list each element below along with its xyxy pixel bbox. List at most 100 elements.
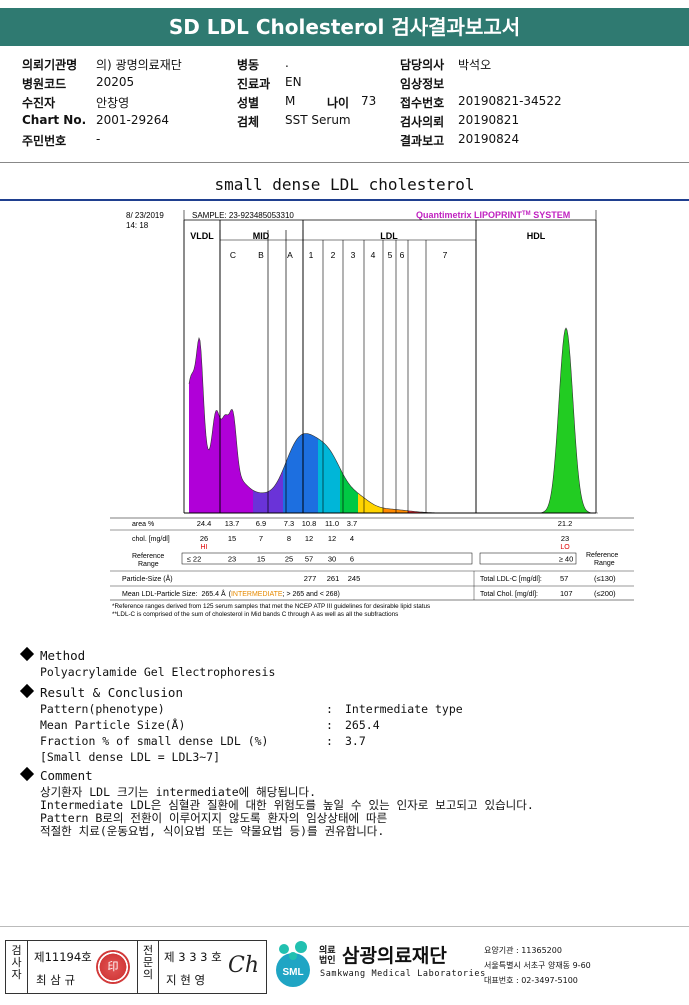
org-address: 서울특별시 서초구 양재동 9-60 [484,961,591,970]
particle-value: 261 [327,574,340,583]
report-title: SD LDL Cholesterol 검사결과보고서 [0,8,689,46]
chart-fraction-area [340,468,358,513]
org-logo-icon: SML [270,940,316,990]
group-label: VLDL [190,231,214,241]
comment-line: Pattern B로의 전환이 이루어지지 않도록 환자의 임상상태에 따른 [40,811,388,825]
chol-value: 12 [328,534,336,543]
group-label: HDL [527,231,546,241]
result-label: Pattern(phenotype) [40,702,165,716]
area-value: 13.7 [225,519,240,528]
tester-label: 검 사 자 [6,941,28,993]
row-label-ref2: Range [138,561,159,568]
result-colon: : [326,702,333,716]
result-note: [Small dense LDL = LDL3~7] [40,750,221,764]
band-label: 4 [371,250,376,260]
chart-fraction-area [283,433,318,513]
band-label: 3 [351,250,356,260]
tester-license: 제11194호 [34,950,92,964]
confirm-license: 제 3 3 3 호 [164,950,222,964]
header-label: 진료과 [237,77,271,91]
ref-value: 30 [328,555,336,564]
total-ldlc-ref: (≤130) [594,574,616,583]
header-value: 20190821-34522 [458,94,562,108]
header-value: 20190821 [458,113,520,127]
comment-line: 상기환자 LDL 크기는 intermediate에 해당됩니다. [40,785,317,799]
header-label: 임상정보 [400,77,445,91]
result-colon: : [326,734,333,748]
comment-line: Intermediate LDL은 심혈관 질환에 대한 위험도를 높일 수 있… [40,798,534,812]
ref-box-left [181,552,473,565]
band-label: 5 [388,250,393,260]
band-label: 7 [443,250,448,260]
bullet-diamond-icon [19,683,35,699]
ref-label-right2: Range [594,560,615,567]
header-label: 수진자 [22,96,56,110]
band-label: C [230,250,236,260]
institution-number: 요양기관 : 11365200 [484,946,562,955]
area-value: 3.7 [347,519,357,528]
org-phone: 대표번호 : 02-3497-5100 [484,976,578,985]
header-value: . [285,56,289,70]
chart-footnote: *Reference ranges derived from 125 serum… [112,603,430,610]
signature-scribble: Ch [228,953,260,978]
bullet-diamond-icon [19,766,35,782]
chol-value: 12 [305,534,313,543]
ref-value: 15 [257,555,265,564]
org-prefix: 의료 법인 [319,946,336,966]
chol-value: 15 [228,534,236,543]
row-label-ref: Reference [132,553,164,560]
particle-value: 277 [304,574,317,583]
chart-fraction-area [383,507,408,513]
header-value: 20205 [96,75,135,89]
header-value-age: 73 [361,94,377,108]
lipoprint-chart: 8/ 23/2019 14: 18 SAMPLE: 23-92348505331… [108,205,634,623]
header-label-age: 나이 [327,96,350,110]
particle-value: 245 [348,574,361,583]
header-label: 병원코드 [22,77,67,91]
area-value: 7.3 [284,519,294,528]
result-value: 3.7 [345,734,366,748]
chol-value: 4 [350,534,354,543]
row-label-area: area % [132,521,154,528]
area-value: 24.4 [197,519,212,528]
result-label: Mean Particle Size(Å) [40,718,186,732]
total-ldlc-value: 57 [560,574,568,583]
band-label: 2 [331,250,336,260]
chart-footnote: **LDL-C is comprised of the sum of chole… [112,611,398,618]
total-chol-value: 107 [560,589,573,598]
group-label: LDL [380,231,398,241]
group-label: MID [253,231,270,241]
ref-value: 23 [228,555,236,564]
total-chol-label: Total Chol. [mg/dl]: [480,591,538,598]
ref-label-right: Reference [586,552,618,559]
chart-fraction-area [538,328,598,513]
header-label: 담당의사 [400,58,445,72]
area-value: 11.0 [325,519,339,528]
header-value: 20190824 [458,132,520,146]
signature-box: 검 사 자 제11194호 최 삼 규 印 전 문 의 제 3 3 3 호 지 … [5,940,267,994]
chart-fraction-area [189,338,253,513]
comment-line: 적절한 치료(운동요법, 식이요법 또는 약물요법 등)를 권유합니다. [40,824,385,838]
flag-lo: LO [560,544,570,551]
total-chol-ref: (≤200) [594,589,616,598]
band-label: B [258,250,264,260]
area-value: 21.2 [558,519,573,528]
section-subtitle: small dense LDL cholesterol [214,175,475,194]
header-label: 검체 [237,115,260,129]
header-value: 박석오 [458,58,492,72]
header-label: 주민번호 [22,134,67,148]
method-heading: Method [19,646,85,663]
confirm-name: 지 현 영 [166,973,206,987]
header-value: EN [285,75,302,89]
header-label: 검사의뢰 [400,115,445,129]
result-heading: Result & Conclusion [19,683,183,700]
chol-value: 8 [287,534,291,543]
header-value: SST Serum [285,113,351,127]
band-label: 6 [400,250,405,260]
header-label: 접수번호 [400,96,445,110]
result-label: Fraction % of small dense LDL (%) [40,734,269,748]
area-value: 10.8 [302,519,317,528]
header-label: 결과보고 [400,134,445,148]
chart-fraction-area [318,438,340,513]
header-label: Chart No. [22,113,87,127]
